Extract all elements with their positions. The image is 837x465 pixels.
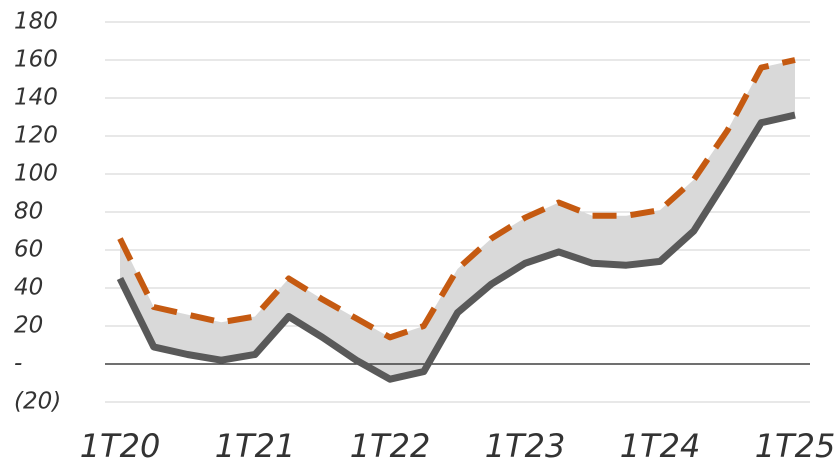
x-tick-label: 1T23 [485,427,566,465]
x-tick-label: 1T22 [350,427,431,465]
y-tick-label: - [14,351,22,377]
y-tick-label: 60 [14,237,43,263]
y-tick-label: (20) [14,389,61,415]
x-tick-label: 1T21 [215,427,296,465]
y-tick-label: 180 [14,9,58,35]
x-tick-label: 1T25 [755,427,836,465]
line [116,111,796,383]
y-tick-label: 20 [14,313,43,339]
y-tick-label: 160 [14,47,58,73]
line [117,57,796,341]
y-tick-label: 80 [14,199,43,225]
band-area [120,60,795,380]
x-tick-label: 1T24 [620,427,701,465]
x-tick-label: 1T20 [80,427,161,465]
y-tick-label: 140 [14,85,58,111]
y-tick-label: 120 [14,123,58,149]
y-tick-label: 40 [14,275,43,301]
y-tick-label: 100 [14,161,58,187]
